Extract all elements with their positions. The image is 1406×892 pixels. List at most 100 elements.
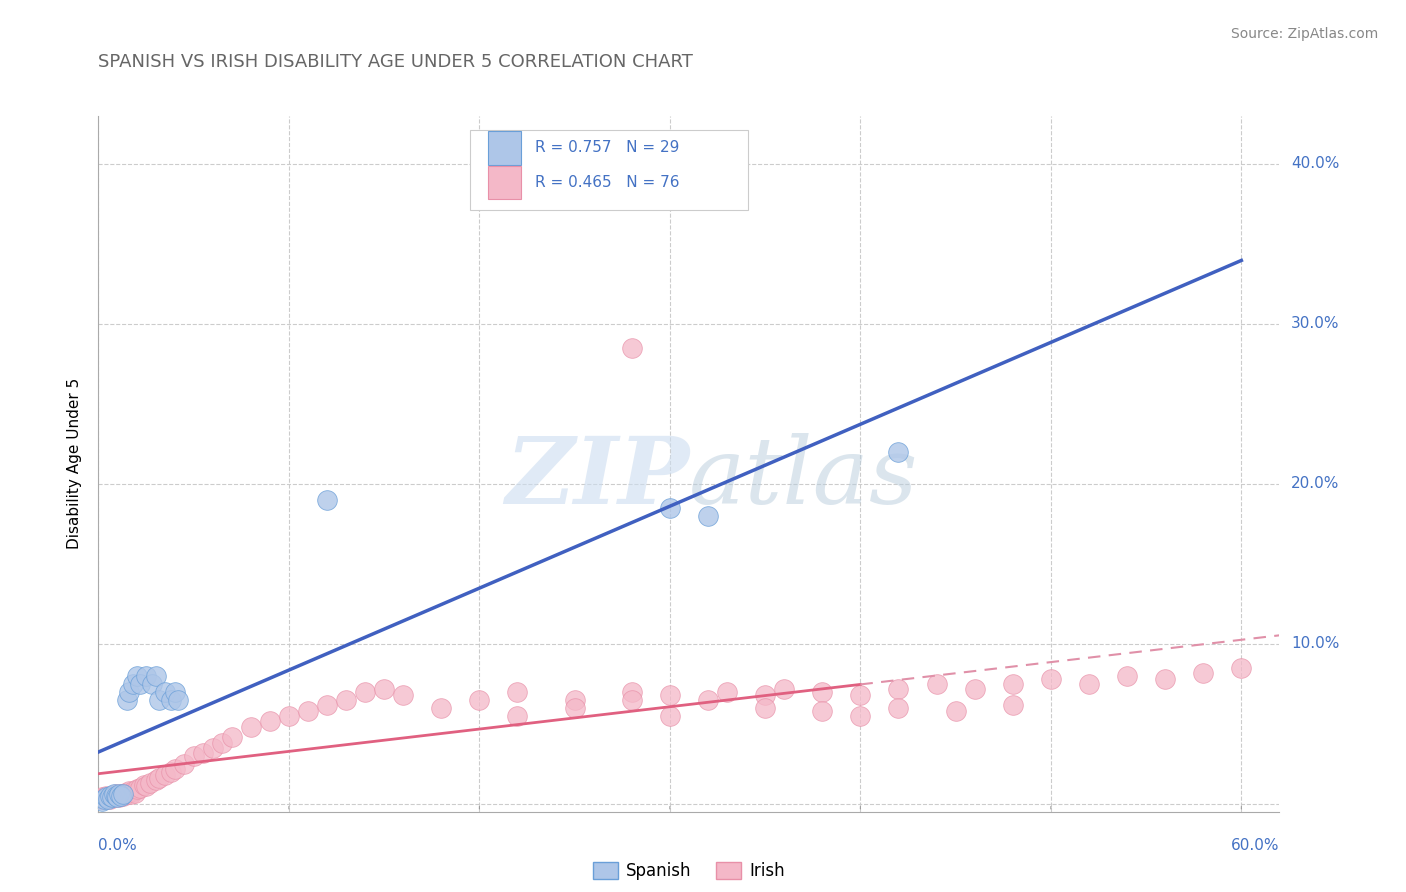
Point <box>93 792 115 806</box>
Point <box>124 785 146 799</box>
Point <box>335 692 357 706</box>
Point <box>97 790 120 805</box>
Point <box>107 790 129 805</box>
Point <box>118 784 141 798</box>
Point <box>1154 672 1177 686</box>
Point <box>1230 661 1253 675</box>
Point <box>98 789 121 803</box>
Y-axis label: Disability Age Under 5: Disability Age Under 5 <box>67 378 83 549</box>
Point <box>221 730 243 744</box>
Point <box>135 779 157 793</box>
Point <box>1039 672 1062 686</box>
Point <box>167 692 190 706</box>
Point <box>925 677 948 691</box>
Point <box>100 790 122 805</box>
Point <box>887 445 910 459</box>
Text: 10.0%: 10.0% <box>1291 636 1340 651</box>
Text: 60.0%: 60.0% <box>1232 838 1279 853</box>
FancyBboxPatch shape <box>471 130 748 210</box>
Point <box>159 692 181 706</box>
Point <box>91 793 114 807</box>
Point <box>506 685 529 699</box>
Point <box>183 748 205 763</box>
Text: Source: ZipAtlas.com: Source: ZipAtlas.com <box>1230 27 1378 41</box>
Point <box>392 688 415 702</box>
Point <box>173 756 195 771</box>
Point <box>153 768 176 782</box>
Text: R = 0.465   N = 76: R = 0.465 N = 76 <box>536 175 681 190</box>
Point <box>103 787 125 801</box>
Point <box>94 789 117 803</box>
Point <box>108 787 131 801</box>
Text: 40.0%: 40.0% <box>1291 156 1340 171</box>
Point <box>104 787 127 801</box>
FancyBboxPatch shape <box>488 131 522 165</box>
Point <box>120 787 142 801</box>
Point <box>145 669 167 683</box>
Text: 30.0%: 30.0% <box>1291 317 1340 332</box>
Point <box>373 681 395 696</box>
Point <box>159 764 181 779</box>
Point <box>193 746 215 760</box>
Point <box>1078 677 1101 691</box>
Point <box>148 692 170 706</box>
Point <box>145 772 167 787</box>
Point <box>129 780 152 795</box>
Point <box>114 785 136 799</box>
Point <box>259 714 281 728</box>
Point <box>125 782 148 797</box>
Text: ZIP: ZIP <box>505 433 689 523</box>
Point <box>945 704 967 718</box>
Point <box>754 688 776 702</box>
Point <box>201 740 224 755</box>
Point <box>564 692 586 706</box>
Point <box>91 790 114 805</box>
Point <box>887 700 910 714</box>
Point <box>1192 665 1215 680</box>
Point <box>107 789 129 803</box>
Point <box>849 708 872 723</box>
Point <box>564 700 586 714</box>
Text: SPANISH VS IRISH DISABILITY AGE UNDER 5 CORRELATION CHART: SPANISH VS IRISH DISABILITY AGE UNDER 5 … <box>98 54 693 71</box>
Text: 0.0%: 0.0% <box>98 838 138 853</box>
Point <box>93 792 115 806</box>
Point <box>430 700 453 714</box>
Point <box>94 790 117 805</box>
Point <box>139 776 162 790</box>
Point <box>125 669 148 683</box>
Point <box>297 704 319 718</box>
Point <box>716 685 738 699</box>
Point <box>100 789 122 803</box>
Point <box>110 787 132 801</box>
Point <box>1116 669 1139 683</box>
Text: 20.0%: 20.0% <box>1291 476 1340 491</box>
Point <box>121 677 143 691</box>
Point <box>112 787 135 801</box>
Point <box>811 685 834 699</box>
Point <box>1001 698 1024 712</box>
Point <box>89 792 111 806</box>
Point <box>115 787 138 801</box>
Point <box>506 708 529 723</box>
Point <box>658 688 681 702</box>
Point <box>658 708 681 723</box>
Point <box>141 677 163 691</box>
Point <box>121 784 143 798</box>
Point <box>754 700 776 714</box>
Point <box>239 720 262 734</box>
Point <box>135 669 157 683</box>
Point <box>108 790 131 805</box>
Text: R = 0.757   N = 29: R = 0.757 N = 29 <box>536 140 679 155</box>
Point <box>658 500 681 515</box>
Point <box>354 685 377 699</box>
Point <box>1001 677 1024 691</box>
Point <box>887 681 910 696</box>
Point <box>97 792 120 806</box>
Point <box>773 681 796 696</box>
Point <box>110 789 132 803</box>
Point <box>163 685 186 699</box>
Point <box>620 685 643 699</box>
Point <box>103 790 125 805</box>
Point <box>316 492 339 507</box>
Point <box>849 688 872 702</box>
